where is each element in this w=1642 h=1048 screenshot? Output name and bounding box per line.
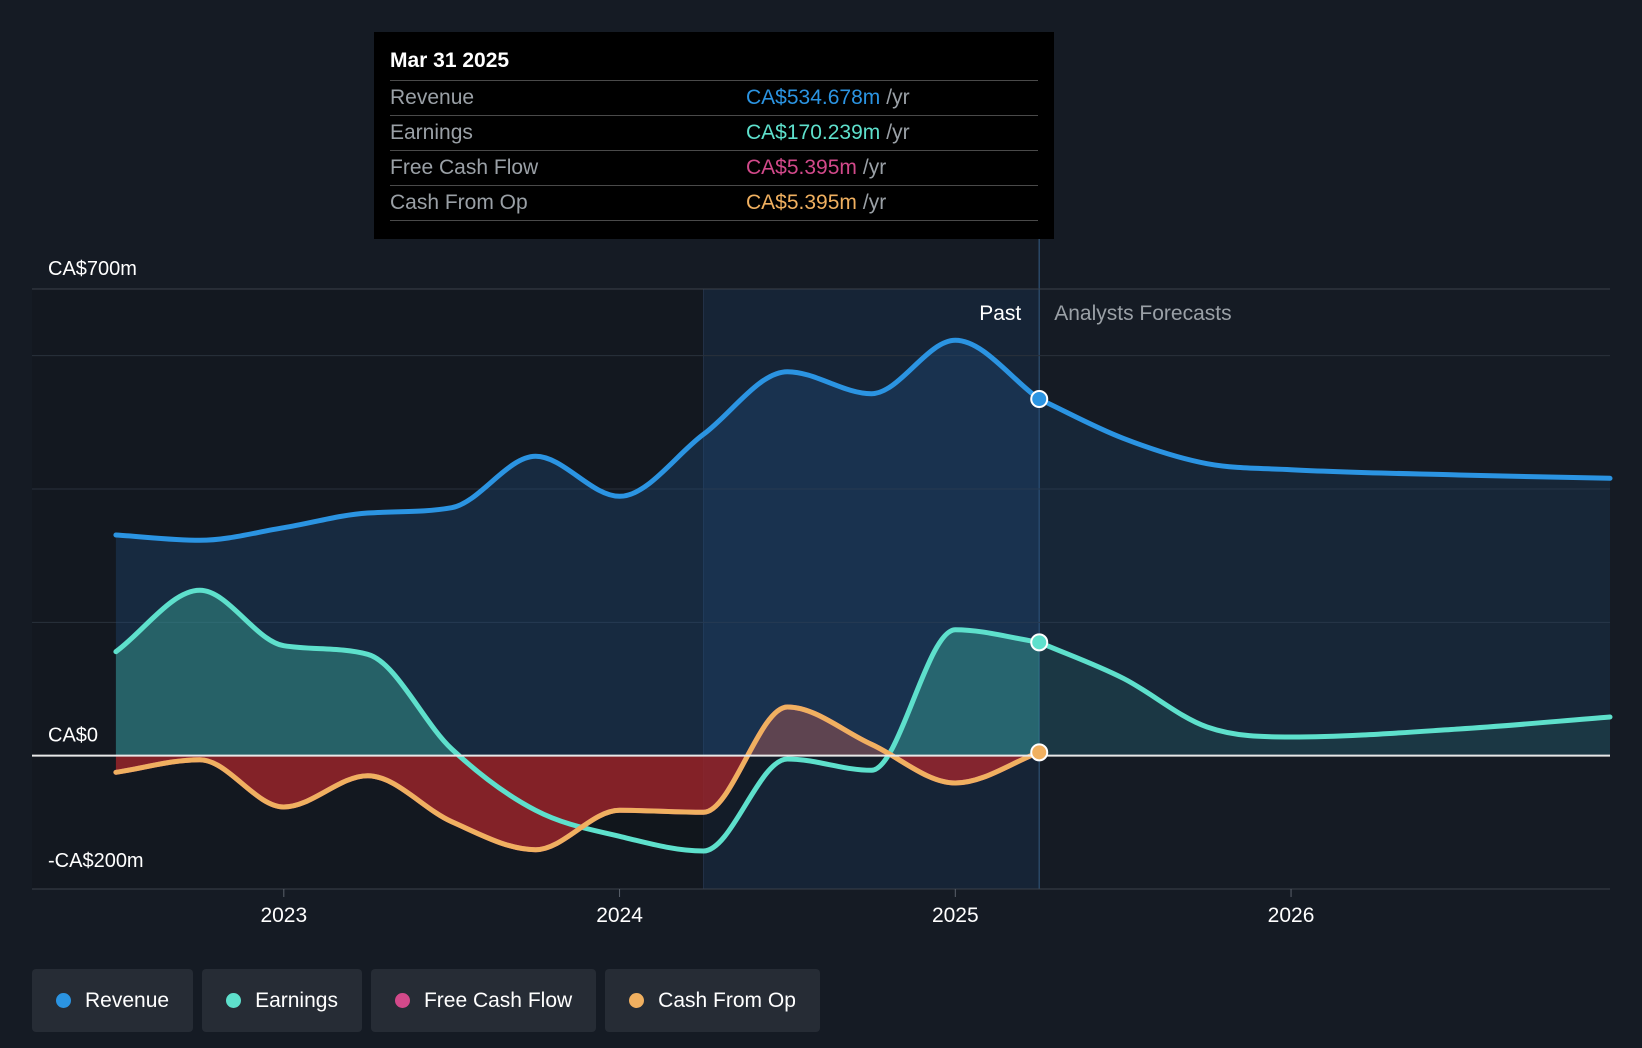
legend: Revenue Earnings Free Cash Flow Cash Fro…: [32, 969, 820, 1032]
revenue-forecast-line: [1036, 396, 1613, 481]
legend-label: Cash From Op: [658, 988, 796, 1012]
y-tick-label: -CA$200m: [48, 850, 144, 872]
legend-label: Free Cash Flow: [423, 988, 573, 1012]
legend-item-free-cash-flow[interactable]: Free Cash Flow: [370, 969, 597, 1032]
earnings-marker: [1030, 633, 1049, 652]
y-tick-label: CA$700m: [48, 258, 137, 280]
past-label: Past: [979, 302, 1021, 325]
legend-label: Earnings: [255, 988, 338, 1012]
y-tick-label: CA$0: [48, 725, 98, 747]
tooltip-value: CA$534.678m: [746, 86, 881, 109]
free-cash-flow-dot-icon: [394, 993, 410, 1008]
legend-item-revenue[interactable]: Revenue: [32, 969, 194, 1032]
tooltip-date: Mar 31 2025: [390, 46, 1038, 81]
tooltip-label: Earnings: [390, 121, 473, 144]
tooltip-unit: /yr: [886, 121, 910, 144]
legend-item-earnings[interactable]: Earnings: [202, 969, 362, 1032]
earnings-dot-icon: [226, 993, 242, 1008]
tooltip-value: CA$5.395m: [746, 156, 857, 179]
tooltip-row-earnings: Earnings CA$170.239m /yr: [390, 116, 1038, 151]
tooltip-label: Free Cash Flow: [390, 156, 539, 179]
tooltip-row-cash-from-op: Cash From Op CA$5.395m /yr: [390, 186, 1038, 221]
legend-label: Revenue: [85, 988, 170, 1012]
tooltip: Mar 31 2025 Revenue CA$534.678m /yr Earn…: [374, 32, 1054, 239]
revenue-forecast-area: [1039, 399, 1610, 756]
tooltip-unit: /yr: [886, 86, 910, 109]
tooltip-row-revenue: Revenue CA$534.678m /yr: [390, 81, 1038, 116]
earnings-forecast-area: [1039, 642, 1610, 756]
tooltip-unit: /yr: [862, 156, 887, 179]
tooltip-unit: /yr: [862, 191, 887, 214]
x-tick-label: 2026: [1268, 904, 1315, 927]
tooltip-label: Revenue: [390, 86, 475, 109]
tooltip-row-free-cash-flow: Free Cash Flow CA$5.395m /yr: [390, 151, 1038, 186]
cash-from-op-line: [113, 704, 1042, 853]
tooltip-value: CA$170.239m: [746, 121, 881, 144]
earnings-line: [113, 587, 1042, 854]
x-tick-label: 2024: [596, 904, 643, 927]
cash-from-op-dot-icon: [629, 993, 645, 1008]
forecast-label: Analysts Forecasts: [1054, 302, 1231, 325]
tooltip-label: Cash From Op: [390, 191, 528, 214]
legend-item-cash-from-op[interactable]: Cash From Op: [605, 969, 820, 1032]
x-tick-label: 2025: [932, 904, 979, 927]
earnings-area-positive: [115, 590, 1040, 756]
revenue-dot-icon: [56, 993, 71, 1008]
revenue-marker: [1030, 390, 1049, 408]
earnings-forecast-line: [1036, 639, 1613, 740]
cash-flow-area-positive: [747, 707, 1040, 756]
tooltip-value: CA$5.395m: [746, 191, 857, 214]
revenue-line: [113, 337, 1042, 543]
past-highlight-region: [703, 289, 1040, 889]
cash-from-op-marker: [1030, 743, 1049, 762]
x-tick-label: 2023: [260, 904, 307, 927]
